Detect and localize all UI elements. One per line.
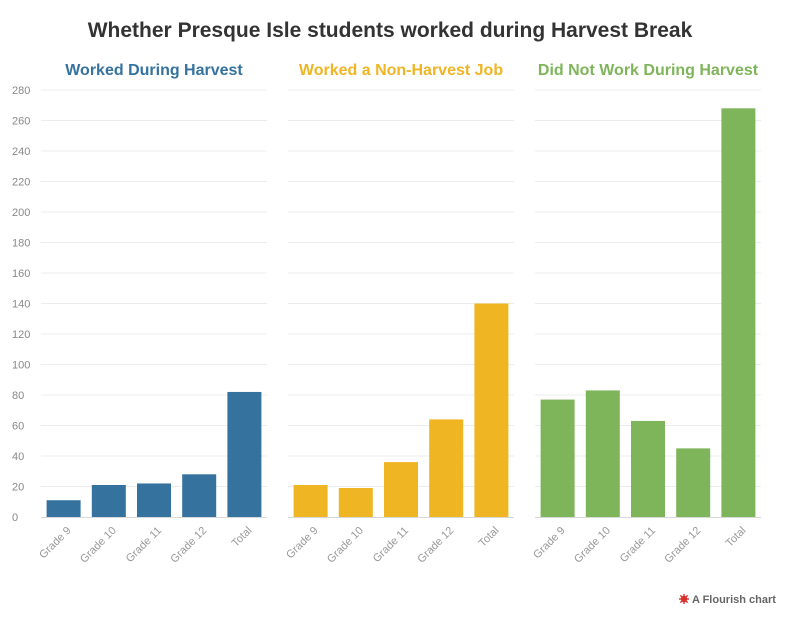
credit-text: A Flourish chart (692, 594, 776, 606)
category-label: Grade 12 (168, 525, 209, 566)
y-axis: 0 20 40 60 80 100 120 140 160 180 200 220 240 260 280 (12, 85, 30, 524)
y-tick-label: 140 (12, 299, 30, 311)
chart-title: Whether Presque Isle students worked dur… (88, 19, 693, 42)
bar[interactable] (227, 391, 262, 517)
category-label: Grade 9 (531, 525, 568, 562)
y-tick-label: 160 (12, 268, 30, 280)
category-label: Total (724, 525, 749, 550)
y-tick-label: 0 (12, 512, 18, 524)
category-label: Total (230, 525, 255, 550)
bar[interactable] (585, 390, 620, 517)
y-tick-label: 260 (12, 116, 30, 128)
y-tick-label: 240 (12, 146, 30, 158)
category-label: Grade 12 (415, 525, 456, 566)
bar[interactable] (91, 484, 126, 517)
bar[interactable] (676, 448, 711, 517)
facet-title: Worked During Harvest (65, 62, 243, 79)
bar[interactable] (540, 399, 575, 517)
flourish-logo-icon (679, 594, 689, 604)
bar[interactable] (46, 500, 81, 517)
y-tick-label: 120 (12, 329, 30, 341)
category-label: Grade 10 (325, 525, 366, 566)
category-label: Grade 10 (78, 525, 119, 566)
facet-title: Worked a Non-Harvest Job (299, 62, 503, 79)
bar[interactable] (338, 488, 373, 517)
bar[interactable] (429, 419, 464, 517)
category-label: Grade 9 (284, 525, 321, 562)
category-label: Grade 11 (618, 525, 658, 565)
bar[interactable] (384, 462, 418, 517)
y-tick-label: 220 (12, 177, 30, 189)
category-label: Grade 11 (371, 525, 411, 565)
y-tick-label: 40 (12, 451, 24, 463)
category-label: Grade 10 (572, 525, 613, 566)
y-tick-label: 100 (12, 360, 30, 372)
bar[interactable] (631, 420, 665, 517)
y-tick-label: 200 (12, 207, 30, 219)
category-label: Grade 9 (37, 525, 74, 562)
category-label: Grade 12 (662, 525, 703, 566)
y-tick-label: 280 (12, 85, 30, 97)
bar[interactable] (293, 484, 328, 517)
flourish-credit[interactable]: A Flourish chart (679, 594, 776, 606)
category-label: Total (477, 525, 502, 550)
facet-title: Did Not Work During Harvest (538, 62, 759, 79)
y-tick-label: 60 (12, 421, 24, 433)
y-tick-label: 180 (12, 238, 30, 250)
category-label: Grade 11 (124, 525, 164, 565)
y-tick-label: 80 (12, 390, 24, 402)
bar[interactable] (721, 108, 756, 518)
bar[interactable] (137, 483, 171, 517)
y-tick-label: 20 (12, 482, 24, 494)
bar[interactable] (182, 474, 217, 517)
bar[interactable] (474, 303, 509, 518)
